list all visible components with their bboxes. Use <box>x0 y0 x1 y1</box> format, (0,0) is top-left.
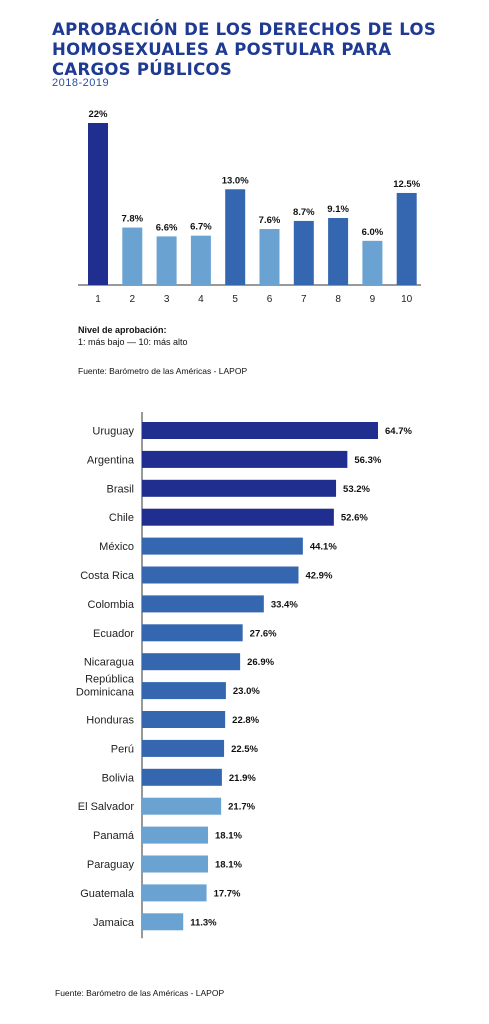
bar <box>142 624 243 642</box>
category-label: México <box>99 541 134 553</box>
bar <box>328 217 349 285</box>
category-label: Nicaragua <box>84 657 135 669</box>
category-label: Argentina <box>87 454 135 466</box>
value-label: 11.3% <box>190 917 217 928</box>
category-label: República <box>85 674 135 686</box>
value-label: 6.0% <box>362 227 384 238</box>
bar <box>142 855 209 873</box>
value-label: 22.5% <box>231 744 258 755</box>
value-label: 18.1% <box>215 860 242 871</box>
tick-label: 1 <box>95 294 101 305</box>
title-line: CARGOS PÚBLICOS <box>52 60 233 79</box>
value-label: 22.8% <box>232 715 259 726</box>
value-label: 27.6% <box>250 628 277 639</box>
bar <box>142 450 348 468</box>
value-label: 42.9% <box>305 571 332 582</box>
chart-title: APROBACIÓN DE LOS DERECHOS DE LOS HOMOSE… <box>52 20 472 80</box>
value-label: 12.5% <box>393 179 420 190</box>
value-label: 53.2% <box>343 484 370 495</box>
tick-label: 2 <box>130 294 136 305</box>
bar <box>362 240 383 285</box>
category-label: Uruguay <box>92 426 134 438</box>
legend-heading: Nivel de aprobación: <box>78 325 167 335</box>
value-label: 26.9% <box>247 657 274 668</box>
title-line: HOMOSEXUALES A POSTULAR PARA <box>52 40 392 59</box>
bar <box>142 739 225 757</box>
value-label: 21.9% <box>229 773 256 784</box>
value-label: 18.1% <box>215 831 242 842</box>
vertical-bar-chart: 22% 1 7.8% 2 6.6% 3 6.7% 4 13.0% 5 7.6% 6 8.7% 7 9.1% 8… <box>78 109 421 305</box>
bar <box>142 826 209 844</box>
category-label: Ecuador <box>93 628 134 640</box>
horizontal-bar-chart: 64.7% Uruguay 56.3% Argentina 53.2% Brasil 52.… <box>76 412 412 939</box>
value-label: 6.6% <box>156 222 178 233</box>
category-label: Guatemala <box>80 888 135 900</box>
bar <box>142 566 299 584</box>
title-line: APROBACIÓN DE LOS DERECHOS DE LOS <box>52 20 437 39</box>
tick-label: 10 <box>401 294 413 305</box>
bar <box>142 797 222 815</box>
value-label: 22% <box>88 109 108 120</box>
bar <box>142 682 226 700</box>
value-label: 64.7% <box>385 426 412 437</box>
bar <box>142 711 226 728</box>
bar <box>142 479 337 497</box>
value-label: 44.1% <box>310 542 337 553</box>
value-label: 17.7% <box>214 888 241 899</box>
category-label: Honduras <box>86 715 134 727</box>
value-label: 7.6% <box>259 215 281 226</box>
value-label: 21.7% <box>228 802 255 813</box>
value-label: 56.3% <box>354 455 381 466</box>
bar <box>225 189 246 285</box>
bar <box>142 913 184 931</box>
value-label: 7.8% <box>121 214 143 225</box>
category-label: Costa Rica <box>80 570 135 582</box>
bar <box>142 768 222 786</box>
bar <box>190 235 211 285</box>
category-label: Dominicana <box>76 687 135 699</box>
tick-label: 7 <box>301 294 307 305</box>
bar <box>142 595 264 613</box>
value-label: 9.1% <box>327 204 349 215</box>
bar <box>259 229 280 285</box>
value-label: 52.6% <box>341 513 368 524</box>
bar <box>142 422 378 439</box>
category-label: Paraguay <box>87 859 135 871</box>
bar <box>122 227 143 285</box>
bar <box>142 537 303 555</box>
legend-text: 1: más bajo — 10: más alto <box>78 337 188 347</box>
bar <box>142 653 241 671</box>
category-label: El Salvador <box>78 801 135 813</box>
tick-label: 9 <box>370 294 376 305</box>
bar <box>293 220 314 285</box>
category-label: Panamá <box>93 830 135 842</box>
value-label: 13.0% <box>222 175 249 186</box>
tick-label: 6 <box>267 294 273 305</box>
bar <box>156 236 177 285</box>
bar <box>142 884 207 902</box>
bar <box>396 192 417 285</box>
tick-label: 3 <box>164 294 170 305</box>
chart-subtitle: 2018-2019 <box>52 77 110 89</box>
value-label: 33.4% <box>271 599 298 610</box>
value-label: 6.7% <box>190 222 212 233</box>
tick-label: 5 <box>232 294 238 305</box>
category-label: Bolivia <box>102 772 135 784</box>
value-label: 23.0% <box>233 686 260 697</box>
tick-label: 8 <box>335 294 341 305</box>
category-label: Perú <box>111 743 134 755</box>
category-label: Brasil <box>106 483 134 495</box>
category-label: Colombia <box>88 599 135 611</box>
category-label: Jamaica <box>93 917 135 929</box>
source-note-bottom: Fuente: Barómetro de las Américas - LAPO… <box>55 988 225 998</box>
source-note-top: Fuente: Barómetro de las Américas - LAPO… <box>78 366 248 376</box>
bar <box>142 508 334 526</box>
tick-label: 4 <box>198 294 204 305</box>
bar <box>88 123 108 285</box>
value-label: 8.7% <box>293 207 315 218</box>
category-label: Chile <box>109 512 134 524</box>
